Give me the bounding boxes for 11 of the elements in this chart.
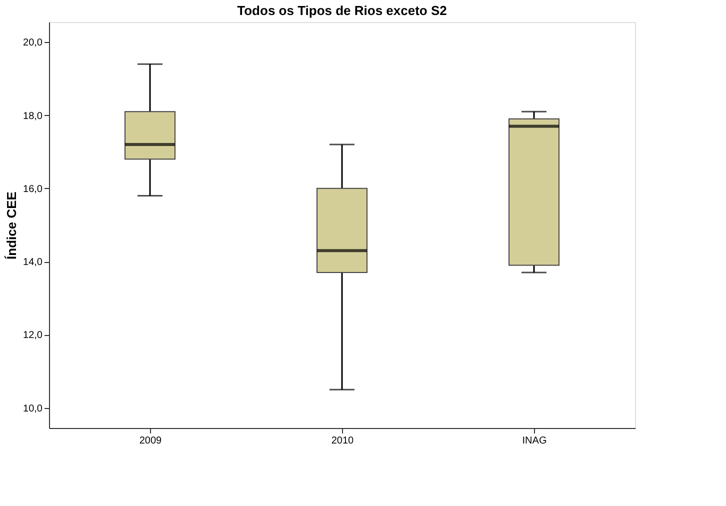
- x-tick-label: 2009: [139, 436, 162, 446]
- y-tick-label: 14,0: [23, 257, 43, 268]
- y-tick-label: 18,0: [23, 110, 43, 122]
- y-tick-label: 20,0: [23, 38, 43, 49]
- y-tick-label: 10,0: [23, 403, 43, 414]
- x-tick-label: INAG: [522, 436, 547, 446]
- y-tick-label: 12,0: [23, 330, 43, 342]
- y-tick-label: 16,0: [23, 184, 43, 195]
- x-tick-label: 2010: [331, 436, 354, 446]
- chart-title: Todos os Tipos de Rios exceto S2: [237, 3, 447, 18]
- y-axis-title: Índice CEE: [4, 191, 20, 260]
